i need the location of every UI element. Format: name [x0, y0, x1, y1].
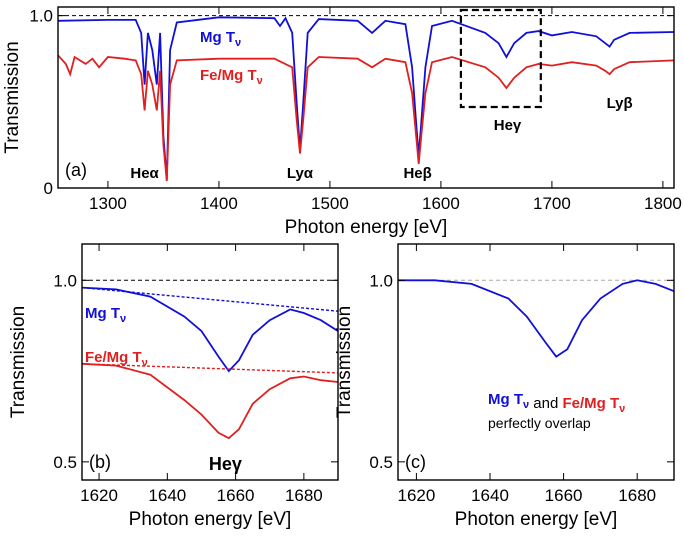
- x-tick-label: 1800: [644, 194, 682, 213]
- plot-frame: [397, 243, 675, 481]
- panel-b: 1620 1640 1660 1680 0.5 1.0 Photon energy [eV]…: [8, 243, 339, 530]
- x-tick-label: 1300: [89, 194, 127, 213]
- y-axis-label: Transmission: [8, 306, 29, 418]
- plot-frame: [81, 243, 339, 481]
- y-tick-label: 1.0: [53, 271, 77, 290]
- panel-tag: (a): [65, 160, 87, 180]
- x-axis-label: Photon energy [eV]: [129, 509, 292, 530]
- x-tick-label: 1500: [311, 194, 349, 213]
- y-axis-label: Transmission: [334, 306, 355, 418]
- femg-series-label: Fe/Mg Tν: [85, 349, 148, 369]
- x-tick-label: 1620: [80, 486, 118, 505]
- plot-frame: [57, 6, 675, 189]
- femg-series-label: Fe/Mg Tν: [200, 67, 263, 87]
- mg-series-line: [398, 279, 674, 358]
- x-tick-label: 1680: [618, 486, 656, 505]
- femg-series-line: [58, 54, 674, 182]
- y-tick-label: 1.0: [369, 271, 393, 290]
- x-tick-label: 1640: [471, 486, 509, 505]
- x-tick-label: 1620: [397, 486, 435, 505]
- panel-tag: (c): [405, 452, 426, 472]
- overlap-annotation-line2: perfectly overlap: [488, 415, 591, 431]
- y-tick-label: 0.5: [369, 453, 393, 472]
- x-tick-label: 1400: [200, 194, 238, 213]
- mg-series-line: [58, 16, 674, 180]
- line-label: Heβ: [403, 165, 431, 182]
- x-tick-label: 1660: [217, 486, 255, 505]
- y-tick-label: 0: [44, 179, 53, 198]
- x-tick-label: 1600: [422, 194, 460, 213]
- line-label: Lyβ: [607, 95, 633, 112]
- x-axis-label: Photon energy [eV]: [455, 509, 618, 530]
- x-tick-label: 1640: [148, 486, 186, 505]
- femg-continuum-line: [82, 363, 338, 374]
- y-tick-label: 1.0: [29, 7, 53, 26]
- x-axis-label: Photon energy [eV]: [285, 217, 448, 238]
- x-tick-label: 1660: [545, 486, 583, 505]
- line-label: Heγ: [494, 117, 522, 134]
- panel-c: 1620 1640 1660 1680 0.5 1.0 Photon energy [eV]…: [334, 243, 675, 530]
- mg-series-label: Mg Tν: [200, 29, 241, 49]
- panel-tag: (b): [89, 452, 111, 472]
- inset-box: [459, 8, 542, 109]
- line-label: Lyα: [287, 165, 314, 182]
- series-group: [58, 16, 674, 182]
- panel-a: 1300 1400 1500 1600 1700 1800 0 1.0 Photon energ…: [2, 6, 682, 238]
- mg-series-label: Mg Tν: [85, 305, 126, 325]
- mg-series-line: [82, 286, 338, 373]
- series-group: [82, 286, 338, 440]
- series-group: [398, 279, 674, 358]
- line-label-hegamma: Heγ: [209, 454, 242, 474]
- overlap-annotation: Mg Tν and Fe/Mg Tν: [488, 391, 625, 415]
- x-tick-label: 1700: [533, 194, 571, 213]
- mg-continuum-line: [82, 286, 338, 312]
- x-tick-label: 1680: [285, 486, 323, 505]
- femg-series-line: [82, 362, 338, 440]
- y-tick-label: 0.5: [53, 453, 77, 472]
- y-axis-label: Transmission: [2, 41, 23, 153]
- line-label: Heα: [130, 165, 159, 182]
